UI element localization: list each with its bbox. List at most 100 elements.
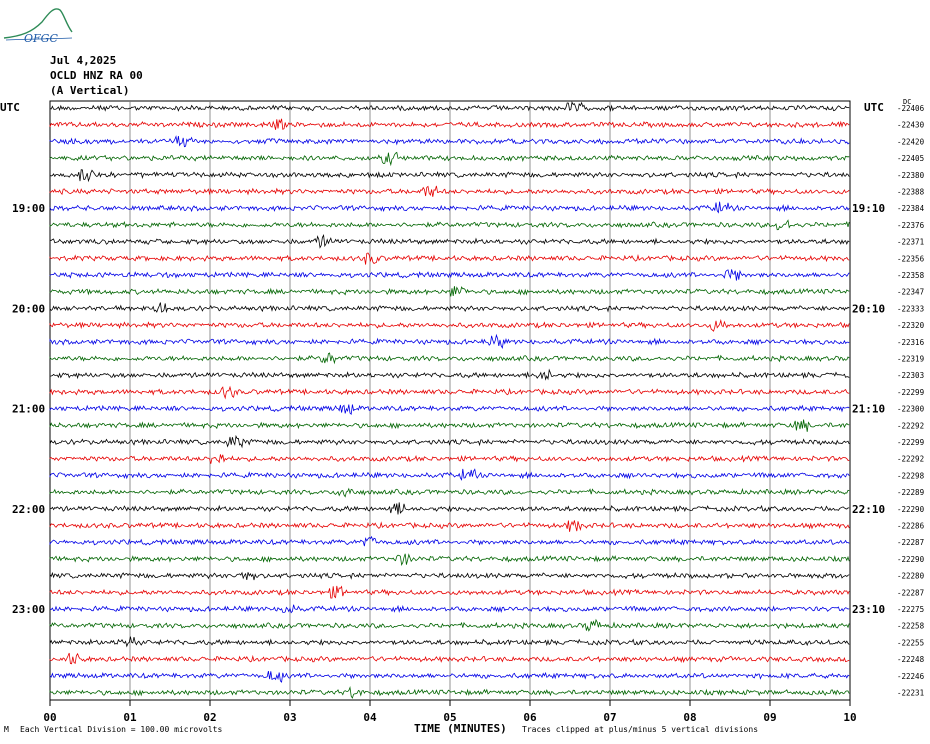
seismic-trace <box>49 585 850 599</box>
dc-offset-label: -22289 <box>897 488 924 497</box>
x-tick-label: 04 <box>363 711 377 724</box>
seismic-trace <box>49 135 850 148</box>
dc-offset-label: -22384 <box>897 204 925 213</box>
dc-offset-label: -22371 <box>897 238 924 247</box>
seismic-trace <box>49 404 850 416</box>
x-tick-label: 07 <box>603 711 616 724</box>
ofgc-logo: OFGC <box>3 8 73 44</box>
seismic-trace <box>49 352 850 365</box>
dc-offset-label: -22420 <box>897 137 925 146</box>
dc-offset-label: -22298 <box>897 471 925 480</box>
seismic-trace <box>49 468 850 481</box>
dc-offset-label: -22300 <box>897 405 925 414</box>
component-label: (A Vertical) <box>50 84 130 97</box>
seismic-trace <box>49 419 850 432</box>
seismic-trace <box>49 553 850 567</box>
date-label: Jul 4,2025 <box>50 54 117 67</box>
seismic-trace <box>49 302 850 314</box>
seismic-trace <box>49 535 850 547</box>
dc-offset-label: -22376 <box>897 221 925 230</box>
seismic-trace <box>49 252 850 265</box>
seismic-trace <box>49 671 850 683</box>
seismic-trace <box>49 318 850 332</box>
dc-offset-label: -22286 <box>897 522 925 531</box>
scale-note: Each Vertical Division = 100.00 microvol… <box>20 725 223 734</box>
dc-offset-label: -22246 <box>897 672 925 681</box>
utc-right-label: UTC <box>864 101 884 114</box>
dc-offset-label: -22231 <box>897 689 924 698</box>
x-tick-label: 03 <box>283 711 296 724</box>
seismic-trace <box>49 201 850 214</box>
seismic-trace <box>49 333 850 349</box>
seismic-trace <box>49 118 850 130</box>
dc-offset-label: -22299 <box>897 388 924 397</box>
right-time-label: 21:10 <box>852 403 885 416</box>
seismic-trace <box>49 520 850 532</box>
utc-left-label: UTC <box>0 101 20 114</box>
x-tick-label: 02 <box>203 711 216 724</box>
dc-offset-label: -22430 <box>897 121 925 130</box>
dc-offset-label: -22292 <box>897 455 924 464</box>
seismic-trace <box>49 234 850 249</box>
x-tick-label: 10 <box>843 711 856 724</box>
seismic-trace <box>49 286 850 297</box>
footer-corner-mark: M <box>4 725 9 734</box>
dc-offset-label: -22299 <box>897 438 924 447</box>
seismic-trace <box>49 434 850 449</box>
svg-text:OFGC: OFGC <box>24 32 58 44</box>
x-tick-label: 06 <box>523 711 537 724</box>
seismic-trace <box>49 219 850 231</box>
dc-offset-label: -22275 <box>897 605 924 614</box>
seismic-trace <box>49 636 850 648</box>
left-time-label: 21:00 <box>12 403 45 416</box>
dc-offset-label: -22347 <box>897 288 924 297</box>
seismic-trace <box>49 169 850 183</box>
dc-offset-label: -22316 <box>897 338 925 347</box>
x-tick-label: 01 <box>123 711 137 724</box>
x-axis-title: TIME (MINUTES) <box>414 722 507 735</box>
dc-offset-label: -22406 <box>897 104 925 113</box>
dc-offset-label: -22320 <box>897 321 925 330</box>
x-tick-label: 05 <box>443 711 456 724</box>
dc-offset-label: -22292 <box>897 421 924 430</box>
left-time-label: 23:00 <box>12 603 45 616</box>
left-time-label: 20:00 <box>12 302 45 315</box>
x-tick-label: 09 <box>763 711 776 724</box>
x-tick-label: 08 <box>683 711 696 724</box>
dc-offset-label: -22319 <box>897 355 924 364</box>
right-time-label: 23:10 <box>852 603 885 616</box>
seismic-trace <box>49 618 850 632</box>
dc-offset-label: -22287 <box>897 588 924 597</box>
seismic-trace <box>49 454 850 464</box>
seismic-trace <box>49 685 850 699</box>
dc-offset-label: -22280 <box>897 572 925 581</box>
dc-offset-label: -22290 <box>897 555 925 564</box>
left-time-label: 22:00 <box>12 503 45 516</box>
x-tick-label: 00 <box>43 711 56 724</box>
right-time-label: 20:10 <box>852 302 885 315</box>
clip-note: Traces clipped at plus/minus 5 vertical … <box>522 725 759 734</box>
seismic-trace <box>49 151 850 167</box>
dc-offset-label: -22287 <box>897 538 924 547</box>
seismic-trace <box>49 652 850 665</box>
dc-offset-label: -22333 <box>897 304 924 313</box>
seismic-trace <box>49 101 850 113</box>
dc-offset-label: -22405 <box>897 154 924 163</box>
dc-offset-label: -22290 <box>897 505 925 514</box>
station-label: OCLD HNZ RA 00 <box>50 69 143 82</box>
left-time-label: 19:00 <box>12 202 45 215</box>
dc-offset-label: -22303 <box>897 371 924 380</box>
right-time-label: 19:10 <box>852 202 885 215</box>
dc-offset-label: -22248 <box>897 655 925 664</box>
dc-offset-label: -22358 <box>897 271 925 280</box>
seismic-trace <box>49 487 850 498</box>
dc-offset-label: -22255 <box>897 638 924 647</box>
seismic-trace <box>49 502 850 515</box>
dc-offset-label: -22356 <box>897 254 925 263</box>
dc-offset-label: -22388 <box>897 188 925 197</box>
seismic-trace <box>49 385 850 400</box>
dc-offset-label: -22258 <box>897 622 925 631</box>
dc-offset-label: -22380 <box>897 171 925 180</box>
